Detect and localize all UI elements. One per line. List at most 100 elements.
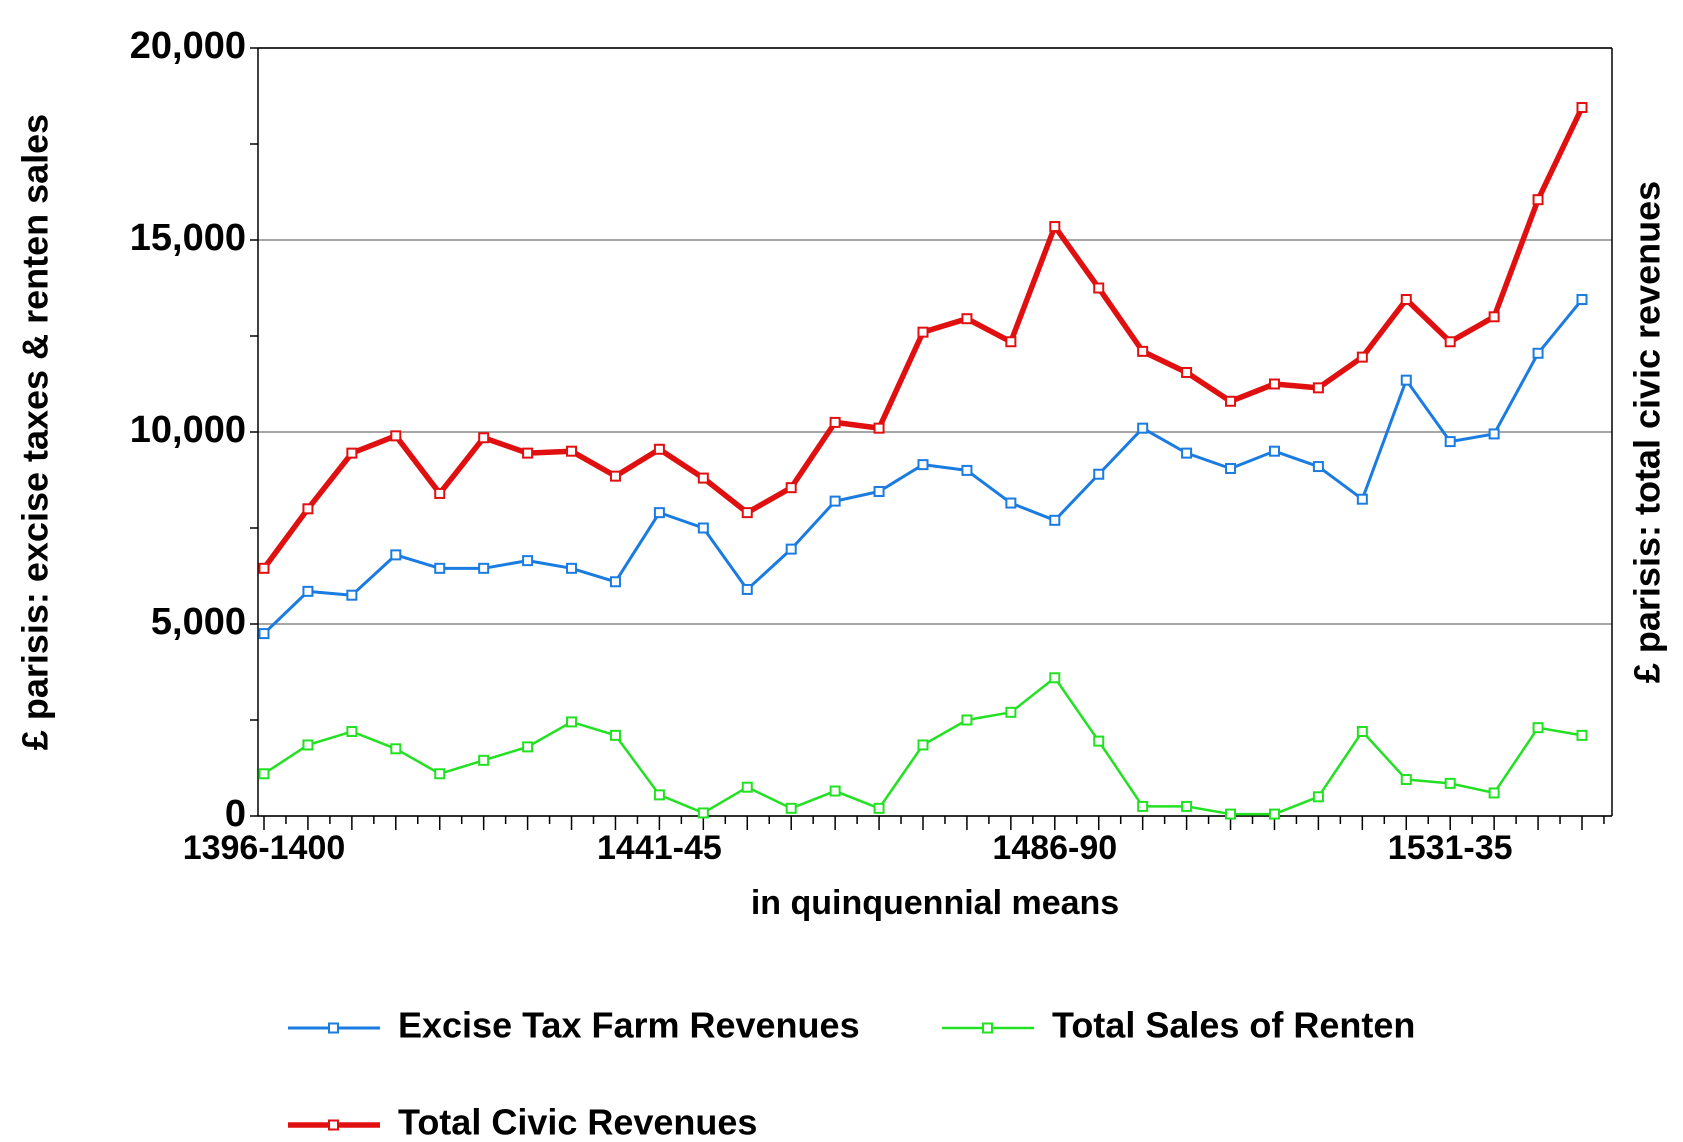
y-tick-label: 5,000: [151, 601, 246, 643]
data-point: [1576, 294, 1588, 306]
y-tick-label: 10,000: [130, 409, 246, 451]
data-point: [873, 486, 885, 498]
data-point: [1488, 787, 1500, 799]
y-tick-label: 20,000: [130, 25, 246, 67]
data-point: [566, 445, 578, 457]
data-point: [1312, 461, 1324, 473]
data-point: [1532, 722, 1544, 734]
legend-marker: [982, 1022, 993, 1034]
data-point: [653, 507, 665, 519]
data-point: [873, 422, 885, 434]
x-tick-label: 1531-35: [1388, 829, 1513, 867]
data-point: [697, 807, 709, 819]
y-tick-label: 0: [225, 793, 246, 835]
y2-axis-label: £ parisis: total civic revenues: [1627, 181, 1668, 683]
data-point: [1312, 382, 1324, 394]
data-point: [258, 768, 270, 780]
data-point: [1356, 726, 1368, 738]
data-point: [1137, 800, 1149, 812]
data-point: [478, 432, 490, 444]
data-point: [302, 503, 314, 515]
data-point: [1488, 311, 1500, 323]
data-point: [258, 562, 270, 574]
data-point: [1356, 493, 1368, 505]
data-point: [302, 739, 314, 751]
data-point: [1268, 378, 1280, 390]
legend-marker: [328, 1119, 339, 1131]
data-point: [1093, 735, 1105, 747]
data-point: [434, 487, 446, 499]
data-point: [1225, 395, 1237, 407]
data-point: [741, 781, 753, 793]
data-point: [566, 562, 578, 574]
data-point: [1532, 347, 1544, 359]
data-point: [1268, 445, 1280, 457]
data-point: [873, 802, 885, 814]
data-point: [390, 430, 402, 442]
data-point: [1400, 294, 1412, 306]
data-point: [609, 576, 621, 588]
data-point: [829, 495, 841, 507]
data-point: [697, 472, 709, 484]
data-point: [1005, 497, 1017, 509]
data-point: [390, 743, 402, 755]
y-tick-label: 15,000: [130, 217, 246, 259]
data-point: [785, 543, 797, 555]
data-point: [917, 739, 929, 751]
data-point: [1225, 462, 1237, 474]
data-point: [1532, 194, 1544, 206]
data-point: [1181, 447, 1193, 459]
x-tick-label: 1441-45: [597, 829, 722, 867]
y-axis-label: £ parisis: excise taxes & renten sales: [15, 114, 56, 750]
data-point: [1444, 436, 1456, 448]
data-point: [346, 447, 358, 459]
data-point: [258, 628, 270, 640]
data-point: [785, 802, 797, 814]
series-line: [261, 106, 1585, 570]
legend-label: Total Civic Revenues: [398, 1102, 757, 1142]
data-point: [1312, 791, 1324, 803]
data-point: [1356, 351, 1368, 363]
data-point: [1225, 808, 1237, 820]
data-point: [917, 459, 929, 471]
data-point: [1137, 422, 1149, 434]
data-point: [1049, 221, 1061, 233]
x-axis-label: in quinquennial means: [751, 884, 1119, 922]
data-point: [741, 583, 753, 595]
x-tick-label: 1396-1400: [183, 829, 346, 867]
data-point: [829, 785, 841, 797]
data-point: [961, 313, 973, 325]
data-point: [1049, 514, 1061, 526]
data-point: [829, 416, 841, 428]
data-point: [1576, 102, 1588, 114]
x-tick-label: 1486-90: [992, 829, 1117, 867]
data-point: [917, 326, 929, 338]
data-point: [434, 562, 446, 574]
data-point: [1093, 282, 1105, 294]
data-point: [522, 741, 534, 753]
data-point: [302, 585, 314, 597]
data-point: [1093, 468, 1105, 480]
data-point: [961, 714, 973, 726]
data-point: [961, 464, 973, 476]
legend-label: Total Sales of Renten: [1052, 1005, 1415, 1046]
data-point: [1576, 729, 1588, 741]
data-point: [741, 507, 753, 519]
data-point: [1049, 672, 1061, 684]
data-point: [785, 482, 797, 494]
data-point: [653, 443, 665, 455]
data-point: [1444, 336, 1456, 348]
data-point: [697, 522, 709, 534]
data-point: [1400, 374, 1412, 386]
data-point: [1488, 428, 1500, 440]
data-point: [609, 729, 621, 741]
data-point: [1005, 336, 1017, 348]
data-point: [653, 789, 665, 801]
data-point: [1181, 366, 1193, 378]
data-point: [346, 589, 358, 601]
data-point: [434, 768, 446, 780]
data-point: [390, 549, 402, 561]
legend-label: Excise Tax Farm Revenues: [398, 1005, 860, 1046]
data-point: [522, 555, 534, 567]
